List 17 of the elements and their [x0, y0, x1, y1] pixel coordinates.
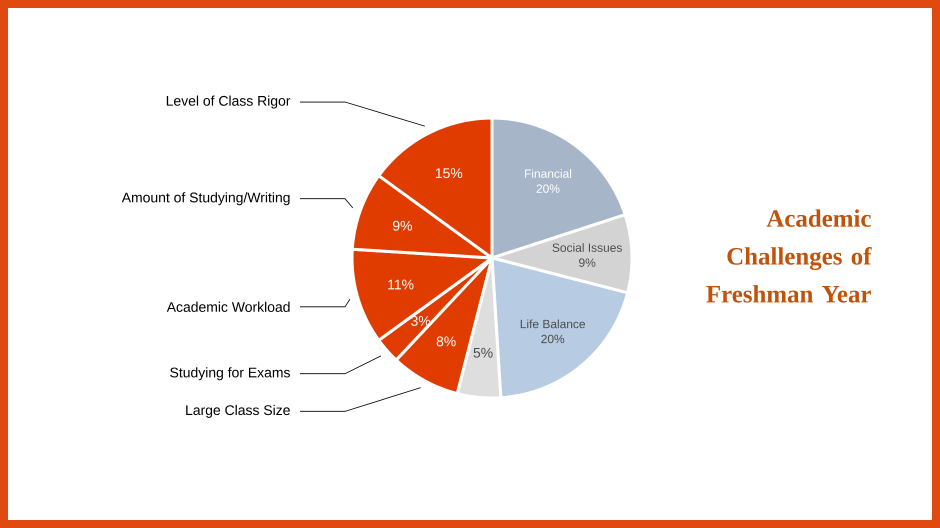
slice-label: Life Balance — [520, 319, 586, 328]
slice-label: Large Class Size — [186, 404, 290, 418]
data-label: 15% — [436, 168, 462, 178]
data-label: 9% — [579, 258, 596, 267]
data-label: 20% — [536, 184, 560, 193]
slice-label: Studying for Exams — [170, 367, 290, 380]
slice-label: Level of Class Rigor — [166, 96, 290, 109]
data-label: 11% — [388, 280, 414, 290]
data-label: 5% — [474, 348, 493, 358]
text: Academic Challenges of Freshman Year — [706, 209, 872, 303]
slice-label: Social Issues — [552, 243, 622, 252]
data-label: 9% — [393, 220, 412, 231]
data-label: 20% — [541, 334, 564, 344]
slice-label: Financial — [525, 169, 572, 178]
data-label: 8% — [436, 336, 456, 346]
slice-label: Academic Workload — [166, 302, 290, 312]
slice-label: Amount of Studying/Writing — [122, 192, 290, 206]
